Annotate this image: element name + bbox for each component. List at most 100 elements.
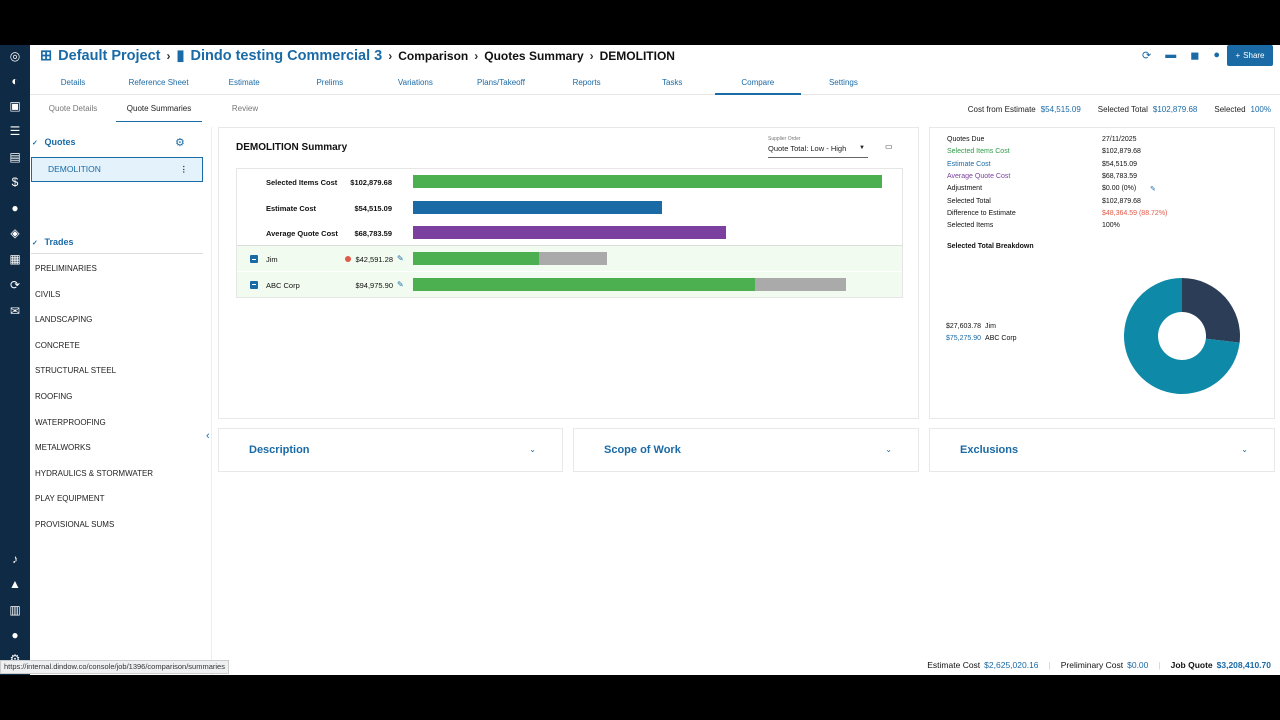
- tab-variations[interactable]: Variations: [397, 78, 433, 87]
- layers-icon[interactable]: ◈: [10, 226, 20, 240]
- trades-header[interactable]: ✓ Trades: [30, 237, 74, 253]
- info-label: Estimate Cost: [947, 160, 991, 168]
- summary-bar-fill: [413, 226, 727, 240]
- dashboard-icon[interactable]: ◐: [11, 74, 19, 88]
- trade-item[interactable]: PRELIMINARIES: [35, 264, 97, 273]
- share-label: Share: [1243, 51, 1265, 60]
- collapse-icon[interactable]: ▭: [885, 142, 893, 151]
- trade-item[interactable]: LANDSCAPING: [35, 315, 93, 325]
- tab-settings[interactable]: Settings: [828, 78, 858, 87]
- breakdown-legend-item: $27,603.78 Jim: [946, 323, 996, 330]
- quote-info-panel: Selected Total Breakdown Quotes Due 27/11…: [929, 127, 1275, 419]
- edit-icon[interactable]: ✎: [397, 279, 404, 289]
- breadcrumb-project[interactable]: Default Project: [58, 48, 161, 64]
- logo-icon[interactable]: ◎: [9, 49, 21, 63]
- chat-icon[interactable]: ◼: [1190, 50, 1200, 62]
- subtab-quote-summaries[interactable]: Quote Summaries: [116, 95, 202, 122]
- trade-item[interactable]: STRUCTURAL STEEL: [35, 366, 117, 376]
- tab-reports[interactable]: Reports: [572, 78, 601, 87]
- gear-icon[interactable]: ⚙: [175, 137, 185, 149]
- tab-details[interactable]: Details: [60, 78, 86, 87]
- breadcrumb-section[interactable]: Comparison: [398, 49, 469, 63]
- trade-item[interactable]: ROOFING: [35, 392, 73, 401]
- documents-icon[interactable]: ▤: [9, 150, 21, 164]
- share-button[interactable]: + Share: [1227, 45, 1273, 66]
- subtab-quote-details[interactable]: Quote Details: [48, 104, 98, 113]
- warning-dot-icon: [345, 256, 351, 262]
- subtab-review[interactable]: Review: [231, 104, 259, 113]
- supplier-order-select[interactable]: Quote Total: Low - High ▼: [768, 144, 868, 158]
- breadcrumb-page[interactable]: Quotes Summary: [484, 49, 584, 63]
- quote-checkbox[interactable]: [250, 280, 258, 289]
- donut-slice-jim[interactable]: [1182, 278, 1240, 343]
- bell-icon[interactable]: ♪: [12, 552, 18, 566]
- divider: |: [1158, 660, 1161, 670]
- trade-item[interactable]: CONCRETE: [35, 340, 80, 350]
- team-icon[interactable]: ●: [1213, 49, 1220, 61]
- mail-icon[interactable]: ✉: [9, 304, 21, 318]
- tab-estimate[interactable]: Estimate: [228, 78, 260, 87]
- quotes-header[interactable]: ✓ Quotes: [30, 137, 76, 153]
- header-actions: ⟳ ▬ ◼ ●: [1142, 49, 1220, 62]
- main-tabs: Details Reference Sheet Estimate Prelims Var…: [30, 70, 1280, 95]
- selected-total-label: Selected Total: [1097, 105, 1148, 114]
- tab-prelims[interactable]: Prelims: [316, 78, 344, 87]
- edit-icon[interactable]: ✎: [397, 254, 404, 263]
- selected-value: 100%: [1250, 105, 1271, 114]
- job-quote-label: Job Quote: [1170, 660, 1213, 670]
- exclusions-accordion[interactable]: Exclusions ⌄: [929, 428, 1275, 472]
- quote-checkbox[interactable]: [250, 255, 258, 263]
- tab-compare[interactable]: Compare: [714, 70, 801, 95]
- info-value: 27/11/2025: [1102, 136, 1137, 143]
- summary-title: DEMOLITION Summary: [236, 142, 348, 153]
- estimate-cost-value: $2,625,020.16: [984, 660, 1039, 670]
- list-icon[interactable]: ☰: [9, 124, 21, 138]
- summary-bar-fill: [413, 200, 662, 214]
- scope-of-work-accordion[interactable]: Scope of Work ⌄: [573, 428, 919, 472]
- quote-bar-selected: [413, 277, 756, 291]
- user-icon[interactable]: ●: [11, 201, 19, 215]
- tab-reference-sheet[interactable]: Reference Sheet: [128, 78, 189, 87]
- app-window: ◎ ◐ ▣ ☰ ▤ $ ● ◈ ▦ ⟳ ✉ ♪ ▲ ▥ ● ⚙ ⊞ Defaul…: [0, 45, 1280, 675]
- info-value: $0.00 (0%): [1102, 185, 1137, 193]
- quote-row[interactable]: Jim $42,591.28 ✎: [237, 246, 902, 271]
- cost-from-estimate-value: $54,515.09: [1040, 105, 1081, 114]
- comment-icon[interactable]: ▬: [1165, 49, 1177, 61]
- trade-item[interactable]: PROVISIONAL SUMS: [35, 520, 115, 529]
- clipboard-icon: ▮: [176, 48, 185, 64]
- breadcrumb: ⊞ Default Project › ▮ Dindo testing Comm…: [30, 48, 675, 64]
- breakdown-amount: $75,275.90: [946, 335, 982, 342]
- settings-icon[interactable]: ⚙: [9, 652, 21, 666]
- quote-item-label: DEMOLITION: [48, 164, 101, 174]
- refresh-icon[interactable]: ⟳: [1141, 50, 1152, 62]
- trade-item[interactable]: HYDRAULICS & STORMWATER: [35, 468, 154, 478]
- description-accordion[interactable]: Description ⌄: [218, 428, 563, 472]
- clipboard-icon[interactable]: ▣: [9, 99, 21, 113]
- breadcrumb-job[interactable]: Dindo testing Commercial 3: [190, 48, 383, 64]
- invoice-icon[interactable]: $: [11, 175, 19, 189]
- donut-slice-abc-corp[interactable]: [1124, 278, 1240, 394]
- trade-item[interactable]: WATERPROOFING: [35, 417, 106, 427]
- more-options-icon[interactable]: ⋮: [179, 164, 189, 174]
- quote-item-selected[interactable]: DEMOLITION ⋮: [31, 157, 203, 182]
- collapse-sidebar-icon[interactable]: ‹: [206, 430, 210, 442]
- tab-plans-takeoff[interactable]: Plans/Takeoff: [477, 78, 525, 87]
- building-icon[interactable]: ▦: [9, 252, 21, 266]
- graduation-icon[interactable]: ▲: [9, 577, 21, 591]
- trade-item[interactable]: CIVILS: [35, 289, 61, 299]
- info-label: Selected Items Cost: [947, 148, 1010, 156]
- chevron-down-icon: ✓: [32, 140, 38, 147]
- trade-item[interactable]: PLAY EQUIPMENT: [35, 494, 105, 504]
- quote-row[interactable]: ABC Corp $94,975.90 ✎: [237, 271, 902, 297]
- tab-tasks[interactable]: Tasks: [661, 78, 683, 87]
- library-icon[interactable]: ▥: [9, 603, 21, 617]
- info-value: $102,879.68: [1102, 197, 1141, 205]
- trade-item[interactable]: METALWORKS: [35, 443, 91, 453]
- exclusions-title: Exclusions: [960, 444, 1019, 456]
- chevron-right-icon: ›: [388, 49, 393, 63]
- profile-icon[interactable]: ●: [11, 628, 19, 642]
- edit-adjustment-icon[interactable]: ✎: [1150, 186, 1156, 194]
- cost-from-estimate-label: Cost from Estimate: [967, 105, 1036, 114]
- sync-icon[interactable]: ⟳: [9, 278, 21, 292]
- info-value: $68,783.59: [1102, 172, 1138, 180]
